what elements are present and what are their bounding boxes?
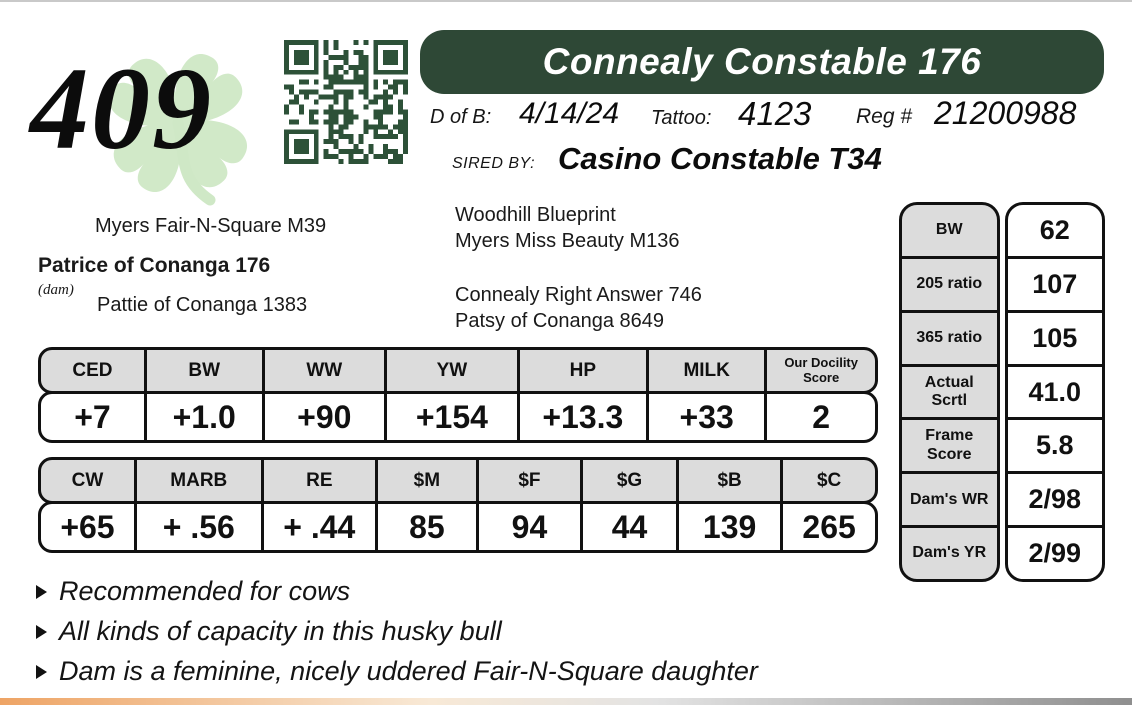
- epd-header: MILK: [649, 350, 768, 391]
- epd-header: $M: [378, 460, 479, 501]
- sire-name: Casino Constable T34: [558, 141, 882, 176]
- epd-header: CW: [41, 460, 137, 501]
- stats-label: Frame Score: [902, 417, 997, 471]
- note-text: Dam is a feminine, nicely uddered Fair-N…: [59, 656, 758, 686]
- dob-label: D of B:: [430, 106, 492, 128]
- pedigree-line: Patsy of Conanga 8649: [455, 310, 665, 332]
- epd-value: 265: [802, 508, 856, 545]
- epd-value: +154: [387, 394, 520, 440]
- epd-value: 94: [479, 504, 584, 550]
- pedigree-dam-sire: Myers Fair-N-Square M39: [95, 215, 327, 237]
- epd-header: MARB: [137, 460, 264, 501]
- epd-table-primary: CED BW WW YW HP MILK Our Docility Score …: [38, 347, 878, 443]
- note-item: Recommended for cows: [36, 576, 896, 607]
- stats-label: Dam's WR: [902, 471, 997, 525]
- reg-number-label: Reg #: [856, 105, 913, 128]
- epd-header: $G: [583, 460, 679, 501]
- stats-value: 2/98: [1007, 471, 1102, 525]
- epd-primary-header-row: CED BW WW YW HP MILK Our Docility Score: [38, 347, 878, 394]
- epd-primary-value-row: +7 +1.0 +90 +154 +13.3 +33 2: [38, 391, 878, 443]
- bullet-triangle-icon: [36, 624, 47, 639]
- epd-header: $C: [816, 469, 842, 491]
- four-leaf-clover-icon: [28, 20, 328, 220]
- lot-number: 409: [30, 43, 213, 174]
- scan-edge-gradient: [0, 698, 1132, 705]
- pedigree-sire-side-bottom: Connealy Right Answer 746 Patsy of Conan…: [455, 282, 702, 334]
- stats-label: 365 ratio: [902, 309, 997, 364]
- epd-value: +90: [265, 394, 388, 440]
- qr-code-icon: [284, 40, 408, 164]
- stats-label: Actual Scrtl: [902, 363, 997, 418]
- pedigree-dam-dam: Pattie of Conanga 1383: [97, 294, 308, 316]
- epd-value: +33: [649, 394, 768, 440]
- epd-value: 85: [378, 504, 479, 550]
- bullet-triangle-icon: [36, 584, 47, 599]
- pedigree-dam: Patrice of Conanga 176: [38, 254, 271, 277]
- bull-name: Connealy Constable 176: [542, 41, 982, 82]
- epd-value: 139: [679, 504, 784, 550]
- note-item: All kinds of capacity in this husky bull: [36, 616, 896, 647]
- tattoo-label: Tattoo:: [651, 107, 712, 129]
- sired-by-label: SIRED BY:: [452, 155, 536, 172]
- epd-header: $F: [479, 460, 584, 501]
- epd-value: 2: [812, 398, 831, 435]
- note-item: Dam is a feminine, nicely uddered Fair-N…: [36, 656, 896, 687]
- notes-list: Recommended for cows All kinds of capaci…: [36, 576, 896, 696]
- stats-value: 2/99: [1007, 525, 1102, 579]
- pedigree-line: Myers Miss Beauty M136: [455, 230, 680, 252]
- pedigree-sire-side-top: Woodhill Blueprint Myers Miss Beauty M13…: [455, 202, 680, 254]
- stats-label: 205 ratio: [902, 255, 997, 310]
- bull-name-banner: Connealy Constable 176: [420, 30, 1104, 94]
- stats-value: 107: [1007, 255, 1102, 310]
- epd-value: +13.3: [520, 394, 649, 440]
- stats-value: 41.0: [1007, 363, 1102, 418]
- epd-header: CED: [41, 350, 147, 391]
- stats-label: BW: [935, 221, 963, 239]
- epd-header: Our Docility Score: [784, 354, 858, 385]
- note-text: Recommended for cows: [59, 576, 351, 606]
- epd-value: +65: [41, 504, 137, 550]
- stats-label: Dam's YR: [902, 525, 997, 579]
- epd-header: YW: [387, 350, 520, 391]
- epd-header: HP: [520, 350, 649, 391]
- epd-value: +1.0: [147, 394, 265, 440]
- stats-label-column: BW 205 ratio 365 ratio Actual Scrtl Fram…: [899, 202, 1000, 582]
- pedigree-line: Woodhill Blueprint: [455, 204, 616, 226]
- epd-table-carcass: CW MARB RE $M $F $G $B $C +65 + .56 + .4…: [38, 457, 878, 553]
- epd-value: 44: [583, 504, 679, 550]
- epd-header: $B: [679, 460, 784, 501]
- epd-carcass-header-row: CW MARB RE $M $F $G $B $C: [38, 457, 878, 504]
- stats-value: 5.8: [1007, 417, 1102, 471]
- reg-number-value: 21200988: [934, 95, 1077, 131]
- dob-value: 4/14/24: [519, 97, 620, 130]
- epd-value: + .56: [137, 504, 264, 550]
- stats-value-column: 62 107 105 41.0 5.8 2/98 2/99: [1004, 202, 1105, 582]
- pedigree-line: Connealy Right Answer 746: [455, 284, 702, 306]
- tattoo-value: 4123: [738, 95, 812, 132]
- pedigree-dam-tag: (dam): [38, 282, 74, 298]
- bullet-triangle-icon: [36, 664, 47, 679]
- stats-value: 105: [1007, 309, 1102, 364]
- performance-stats-table: BW 205 ratio 365 ratio Actual Scrtl Fram…: [899, 202, 1105, 582]
- epd-value: + .44: [264, 504, 378, 550]
- epd-header: WW: [265, 350, 388, 391]
- epd-carcass-value-row: +65 + .56 + .44 85 94 44 139 265: [38, 501, 878, 553]
- epd-header: BW: [147, 350, 265, 391]
- epd-value: +7: [41, 394, 147, 440]
- stats-value: 62: [1039, 214, 1070, 245]
- epd-header: RE: [264, 460, 378, 501]
- note-text: All kinds of capacity in this husky bull: [59, 616, 502, 646]
